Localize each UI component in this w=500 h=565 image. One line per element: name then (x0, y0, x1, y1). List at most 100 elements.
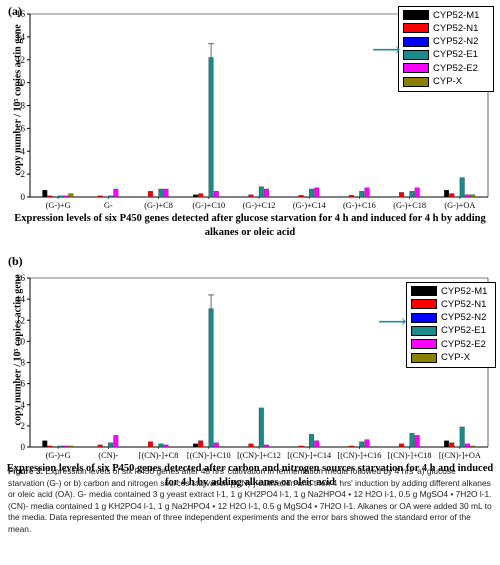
legend-swatch (403, 63, 429, 74)
bar (348, 195, 354, 198)
bar (359, 441, 365, 448)
figure-caption-text: Expression levels of six P450 genes afte… (8, 466, 492, 534)
bar (459, 177, 465, 198)
bar (298, 445, 304, 448)
y-tick-label: 16 (16, 9, 26, 19)
bar-chart: 0 2 4 6 8 10 12 14 16 (G-)+G (CN)- [(CN)-]+C8 [(CN)-… (16, 273, 489, 460)
bar (464, 194, 470, 198)
y-tick-label: 10 (16, 78, 26, 88)
y-tick-label: 8 (21, 358, 26, 368)
legend-item: CYP52-N1 (403, 23, 478, 34)
bar (314, 187, 320, 198)
legend-swatch (403, 49, 429, 60)
y-tick-label: 2 (21, 169, 26, 179)
bar (258, 407, 264, 448)
legend-item: CYP52-E2 (411, 338, 486, 350)
legend-item: CYP52-E2 (403, 63, 478, 74)
x-tick-label: [(CN)-]+OA (439, 451, 481, 460)
bar (57, 195, 63, 198)
y-tick-label: 12 (16, 315, 25, 325)
legend-swatch (403, 23, 429, 34)
bar (444, 440, 450, 448)
legend-swatch (411, 286, 437, 296)
bar (108, 442, 114, 448)
legend-swatch (403, 10, 429, 20)
legend-label: CYP52-E1 (433, 49, 478, 61)
y-tick-label: 2 (21, 421, 26, 431)
legend-item: CYP52-N2 (403, 36, 479, 48)
legend-swatch (403, 76, 429, 87)
legend-item: CYP52-M1 (403, 10, 479, 21)
y-tick-label: 16 (16, 273, 26, 283)
bar (97, 444, 103, 448)
figure-caption: Figure 3. Expression levels of six P450 … (8, 466, 494, 535)
bar (314, 440, 320, 448)
bar (42, 440, 48, 448)
panel-label: (b) (8, 254, 23, 268)
bar (213, 191, 219, 198)
legend-item: CYP-X (411, 352, 470, 363)
bar (409, 433, 415, 448)
x-tick-label: [(CN)-]+C10 (187, 451, 231, 460)
y-tick-label: 4 (21, 146, 26, 156)
legend-item: CYP52-E1 (411, 325, 486, 336)
x-tick-label: (G-)+C8 (144, 201, 173, 210)
legend-label: CYP52-M1 (441, 285, 488, 297)
bar (248, 443, 254, 448)
bar (208, 308, 214, 448)
bar (198, 440, 204, 448)
legend-swatch (403, 36, 429, 47)
x-tick-label: [(CN)-]+C8 (139, 451, 179, 460)
legend: CYP52-M1 CYP52-N1 CYP52-N2 CYP52-E1 CYP52-E2… (406, 282, 496, 368)
chart-panel-b: (b) copy number / 10⁵ copies actin gene … (0, 250, 500, 490)
chart-panel-a: (a) copy number / 10⁵ copies actin gene … (0, 0, 500, 240)
bar (193, 443, 198, 448)
x-tick-label: (G-)+C18 (393, 201, 426, 210)
bar (148, 191, 153, 198)
bar (309, 188, 314, 198)
bar (459, 426, 465, 448)
legend-item: CYP-X (403, 76, 462, 87)
bar (464, 443, 470, 448)
legend-item: CYP52-N1 (411, 298, 487, 310)
bar (158, 188, 164, 198)
bar (449, 193, 455, 198)
bar (449, 442, 455, 448)
bar (68, 193, 74, 198)
bar (409, 191, 415, 198)
y-tick-label: 4 (21, 400, 26, 410)
x-tick-label: (G-)+G (46, 201, 71, 210)
legend-label: CYP52-N2 (441, 312, 487, 324)
y-tick-label: 12 (16, 55, 25, 65)
bar (158, 443, 164, 448)
legend-swatch (411, 325, 437, 336)
bar (108, 195, 114, 198)
bar (348, 445, 354, 448)
x-tick-label: (G-)+C14 (293, 201, 327, 210)
legend-label: CYP52-N1 (441, 298, 487, 310)
x-tick-label: [(CN)-]+C14 (287, 451, 332, 460)
right-arrow-icon: ⟶ (378, 311, 407, 333)
x-tick-label: (G-)+C16 (343, 201, 376, 210)
bar (364, 439, 370, 448)
x-tick-label: (G-)+OA (444, 201, 475, 210)
bar (309, 434, 314, 448)
legend-label: CYP52-N2 (433, 36, 479, 48)
bar (47, 445, 53, 448)
x-tick-label: [(CN)-]+C12 (237, 451, 281, 460)
figure-label: Figure 3. (8, 466, 43, 476)
y-tick-label: 6 (21, 123, 26, 133)
y-tick-label: 14 (16, 32, 26, 42)
bar (47, 195, 53, 198)
legend-label: CYP52-E2 (441, 338, 486, 350)
y-tick-label: 0 (21, 192, 26, 202)
panel-caption: Expression levels of six P450 genes dete… (6, 463, 494, 488)
bar (198, 193, 204, 198)
bar (399, 443, 405, 448)
y-tick-label: 6 (21, 379, 26, 389)
bar (193, 194, 198, 198)
legend: CYP52-M1 CYP52-N1 CYP52-N2 CYP52-E1 CYP52-E2… (398, 6, 494, 92)
x-tick-label: G- (104, 201, 113, 210)
y-tick-label: 10 (16, 336, 26, 346)
bar (208, 57, 214, 198)
